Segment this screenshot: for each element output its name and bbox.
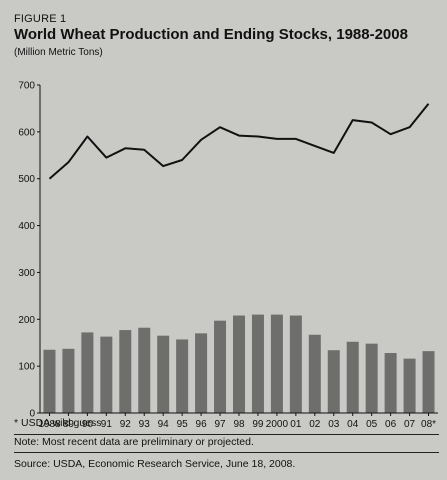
x-tick-label: 97 — [214, 419, 226, 430]
x-tick-label: 93 — [139, 419, 151, 430]
stocks-bar — [289, 315, 302, 413]
stocks-bars — [40, 314, 438, 414]
stocks-bar — [233, 315, 245, 413]
y-tick-label: 0 — [29, 409, 35, 420]
stocks-bar — [214, 320, 227, 413]
y-tick-label: 700 — [18, 81, 35, 92]
footnote-divider — [14, 434, 439, 435]
x-tick-label: 96 — [196, 419, 208, 430]
x-tick-label: 04 — [347, 419, 359, 430]
stocks-bar — [422, 351, 435, 413]
y-tick-label: 300 — [18, 268, 35, 279]
stocks-bar — [308, 334, 321, 413]
unit-label: (Million Metric Tons) — [14, 47, 103, 58]
x-tick-label: 08* — [421, 419, 436, 430]
usda-footnote: * USDA wild guess — [14, 417, 102, 429]
x-tick-label: 91 — [101, 419, 113, 430]
stocks-bar — [365, 343, 378, 413]
y-tick-label: 200 — [18, 315, 35, 326]
x-axis: 1988 89 90 91 92 93 94 95 96 97 98 99 2000 01 02 03 04 05… — [38, 413, 436, 430]
stocks-bar — [176, 339, 189, 413]
chart-title: World Wheat Production and Ending Stocks… — [14, 26, 408, 43]
note-footnote: Note: Most recent data are preliminary o… — [14, 436, 254, 448]
x-tick-label: 07 — [404, 419, 416, 430]
y-tick-label: 100 — [18, 362, 35, 373]
production-line — [48, 103, 430, 180]
x-tick-label: 05 — [366, 419, 378, 430]
x-tick-label: 98 — [233, 419, 245, 430]
x-tick-label: 94 — [158, 419, 170, 430]
x-tick-label: 06 — [385, 419, 397, 430]
x-tick-label: 02 — [309, 419, 321, 430]
stocks-bar — [138, 327, 151, 413]
x-tick-label: 01 — [290, 419, 302, 430]
stocks-bar — [43, 349, 56, 413]
stocks-bar — [270, 314, 283, 413]
wheat-chart: 0 100 200 300 400 500 600 700 1988 89 90 91 92 93 94 9… — [18, 81, 438, 430]
stocks-bar — [403, 358, 416, 413]
y-tick-label: 400 — [18, 221, 35, 232]
stocks-bar — [81, 332, 94, 413]
x-tick-label: 03 — [328, 419, 340, 430]
x-tick-label: 95 — [177, 419, 189, 430]
x-tick-label: 2000 — [266, 419, 289, 430]
stocks-bar — [346, 341, 359, 413]
x-tick-label: 90 — [82, 419, 94, 430]
x-tick-label: 1988 — [38, 419, 61, 430]
x-tick-label: 92 — [120, 419, 132, 430]
x-tick-label: 89 — [63, 419, 75, 430]
figure-label: FIGURE 1 — [14, 13, 67, 25]
stocks-bar — [157, 335, 170, 413]
stocks-bar — [119, 330, 132, 413]
source-divider — [14, 452, 439, 453]
y-axis: 0 100 200 300 400 500 600 700 — [18, 81, 41, 420]
stocks-bar — [384, 353, 397, 413]
stocks-bar — [62, 348, 75, 413]
production-line-layer — [48, 103, 430, 180]
stocks-bar — [195, 333, 208, 413]
y-tick-label: 500 — [18, 174, 35, 185]
stocks-bar — [327, 350, 340, 413]
x-tick-label: 99 — [252, 419, 264, 430]
y-tick-label: 600 — [18, 127, 35, 138]
stocks-bar — [251, 314, 264, 413]
source-footnote: Source: USDA, Economic Research Service,… — [14, 458, 296, 470]
stocks-bar — [100, 336, 113, 413]
